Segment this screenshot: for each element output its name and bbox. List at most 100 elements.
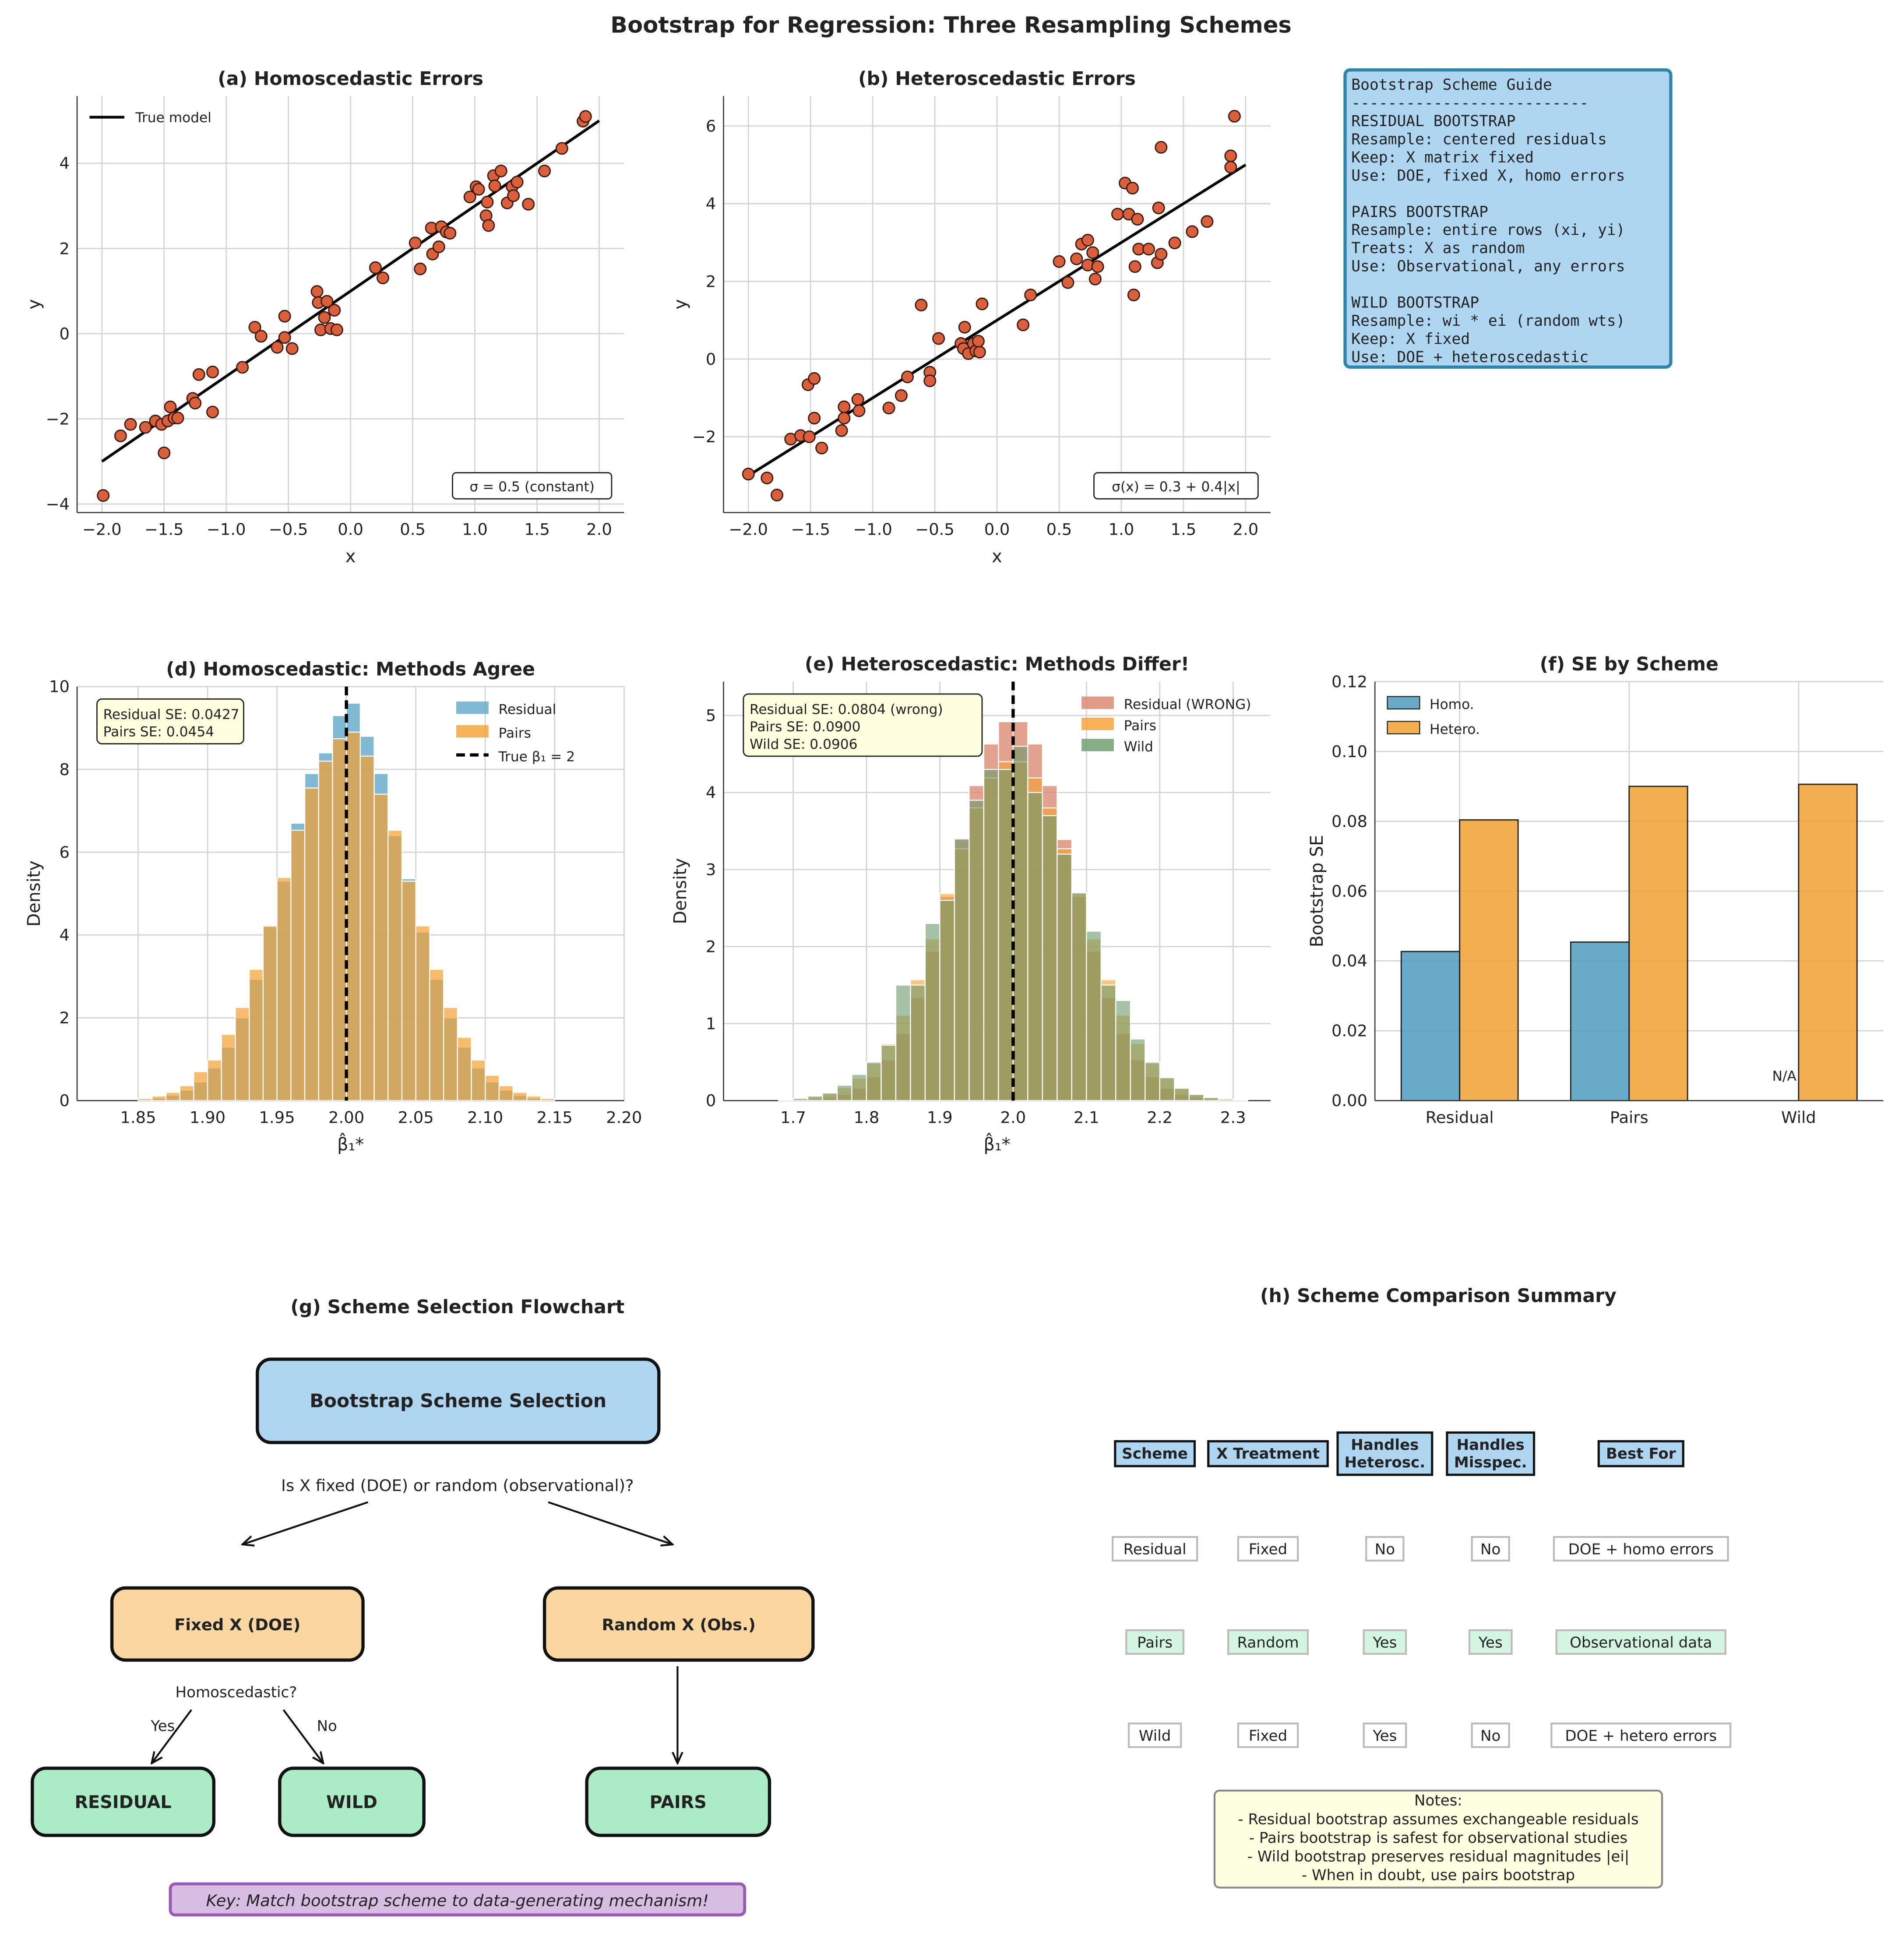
x-tick-label: 2.0: [1233, 520, 1259, 539]
data-point: [206, 405, 219, 419]
histogram-bar: [207, 1059, 222, 1101]
table-cell-text: Fixed: [1249, 1541, 1287, 1558]
y-tick-label: 0.06: [1331, 882, 1367, 901]
histogram-bar: [1130, 1038, 1146, 1101]
histogram-bar: [290, 829, 306, 1101]
header-label: Heterosc.: [1345, 1454, 1426, 1471]
data-point: [236, 361, 249, 374]
key-message: Key: Match bootstrap scheme to data-gene…: [206, 1891, 709, 1910]
x-tick-label: −1.0: [853, 520, 892, 539]
table-cell-text: Observational data: [1570, 1634, 1712, 1652]
y-tick-label: 0: [706, 1091, 716, 1110]
scheme-flowchart: (g) Scheme Selection Flowchart Bootstrap …: [31, 1296, 815, 1917]
x-tick-label: 0.0: [338, 520, 363, 539]
table-cell: [1111, 1536, 1198, 1562]
data-point: [254, 330, 268, 343]
table-cell-text: No: [1480, 1541, 1500, 1558]
histogram-bar: [939, 899, 955, 1101]
random-x-label: Random X (Obs.): [602, 1615, 756, 1634]
histogram-bar: [193, 1071, 208, 1101]
data-point: [976, 297, 989, 310]
note-line: Notes:: [1414, 1792, 1462, 1809]
data-point: [482, 219, 495, 232]
histogram-bar: [318, 760, 333, 1101]
y-tick-label: 8: [60, 760, 70, 779]
flowchart-title: (g) Scheme Selection Flowchart: [290, 1296, 624, 1318]
x-tick-label: 2.1: [1074, 1108, 1099, 1127]
histogram-bar: [346, 731, 361, 1101]
data-point: [761, 472, 774, 484]
y-tick-label: 2: [706, 937, 716, 956]
data-point: [310, 285, 324, 298]
panel-2: 1.85 1.90 1.95 2.00 2.05 2.10 2.15 2.20 0 2 4 6 8 10 (…: [24, 658, 642, 1155]
guide-line: WILD BOOTSTRAP: [1351, 294, 1479, 312]
data-point: [158, 446, 171, 459]
x-axis-label: β̂₁*: [337, 1134, 364, 1155]
flow-arrow: [282, 1709, 323, 1763]
histogram-bar: [387, 829, 403, 1101]
data-point: [835, 424, 848, 437]
data-point: [488, 180, 501, 193]
histogram-bar: [1218, 1098, 1234, 1101]
histogram-bar: [778, 1099, 794, 1101]
panel-title: (d) Homoscedastic: Methods Agree: [166, 658, 535, 680]
histogram-bar: [429, 969, 444, 1101]
histogram-bar: [851, 1074, 867, 1101]
legend-swatch: [1387, 696, 1420, 710]
header-label: Scheme: [1122, 1445, 1188, 1463]
histogram-bar: [822, 1092, 838, 1101]
true-model-line: [747, 163, 1247, 477]
histogram-bar: [807, 1095, 823, 1101]
header-label: Misspec.: [1454, 1454, 1527, 1471]
histogram-bar: [866, 1061, 882, 1101]
panel-title: (e) Heteroscedastic: Methods Differ!: [805, 653, 1189, 675]
legend-swatch: [1387, 721, 1420, 734]
x-tick-label: 1.0: [462, 520, 488, 539]
histogram-bar: [151, 1095, 167, 1101]
note-line: - Residual bootstrap assumes exchangeabl…: [1238, 1811, 1638, 1828]
y-tick-label: 0: [706, 350, 716, 369]
data-point: [1168, 236, 1181, 250]
header-cell: [1597, 1440, 1684, 1467]
guide-line: Keep: X fixed: [1351, 330, 1470, 348]
legend-label: Wild: [1124, 739, 1153, 755]
data-point: [538, 165, 551, 177]
histogram-bar: [983, 768, 999, 1101]
legend-label: Pairs: [1124, 718, 1156, 733]
data-point: [481, 195, 494, 208]
header-cell: [1336, 1431, 1434, 1476]
flow-arrow: [151, 1709, 192, 1763]
table-cell-text: Residual: [1124, 1541, 1187, 1558]
random-x-box: [542, 1586, 815, 1662]
key-box: [169, 1882, 747, 1917]
histogram-bar: [179, 1085, 194, 1101]
data-point: [882, 402, 895, 415]
data-point: [815, 441, 828, 455]
note-line: - When in doubt, use pairs bootstrap: [1302, 1867, 1575, 1884]
table-cell-text: Fixed: [1249, 1727, 1287, 1745]
x-tick-label: 2.10: [467, 1108, 503, 1127]
data-point: [1128, 260, 1141, 273]
histogram-bar: [526, 1095, 542, 1101]
data-point: [1142, 243, 1155, 256]
x-tick-label: −1.5: [144, 520, 184, 539]
table-cell: [1365, 1536, 1405, 1562]
x-tick-label: Pairs: [1610, 1108, 1648, 1127]
header-cell: [1114, 1440, 1196, 1467]
data-point: [1155, 141, 1168, 154]
x-tick-label: 2.0: [1000, 1108, 1026, 1127]
histogram-bar: [415, 925, 430, 1101]
se-annotation-line: Pairs SE: 0.0900: [750, 719, 860, 735]
data-point: [1091, 260, 1104, 273]
yes-label: Yes: [150, 1717, 175, 1735]
table-cell: [1237, 1722, 1299, 1748]
data-point: [139, 421, 152, 434]
y-axis-label: Density: [670, 858, 690, 924]
data-point: [808, 372, 821, 385]
histogram-bar: [910, 984, 926, 1101]
data-point: [522, 197, 535, 211]
summary-title: (h) Scheme Comparison Summary: [1260, 1285, 1617, 1307]
flow-arrow: [243, 1501, 369, 1544]
table-cell-text: Yes: [1372, 1634, 1397, 1652]
data-point: [472, 183, 485, 196]
